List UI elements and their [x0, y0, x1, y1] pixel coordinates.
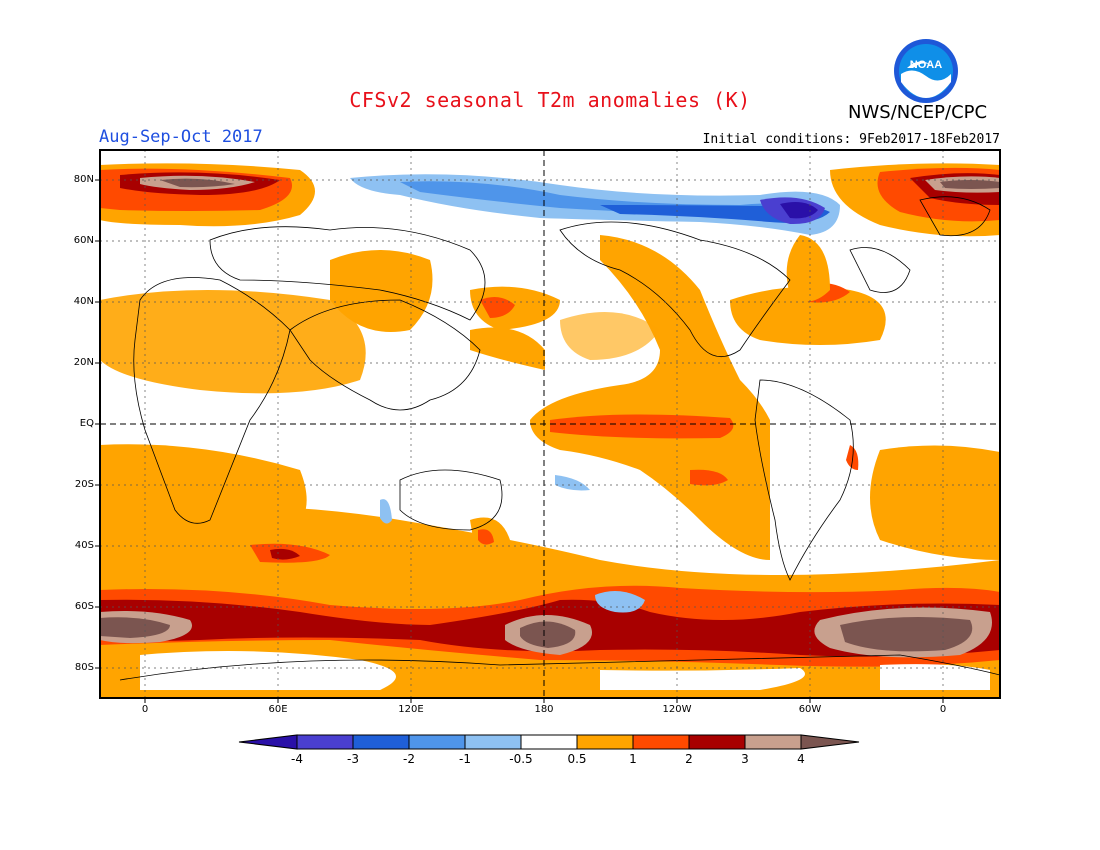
colorbar-label-3: 3	[741, 752, 749, 766]
colorbar-swatch	[800, 734, 860, 750]
lon-label-180: 180	[534, 704, 554, 715]
colorbar-swatch	[296, 734, 354, 750]
lat-label-eq: EQ	[79, 418, 94, 429]
land-warm-patches	[330, 250, 859, 554]
lon-label-0: 0	[141, 704, 149, 715]
equator-dateline	[100, 150, 1000, 698]
lat-label-40s: 40S	[74, 540, 94, 551]
pacific-warm-tongue	[470, 235, 770, 560]
svg-text:NOAA: NOAA	[910, 59, 942, 71]
lat-label-20n: 20N	[73, 357, 94, 368]
lon-label-0-east: 0	[939, 704, 947, 715]
colorbar-swatch	[632, 734, 690, 750]
colorbar-swatch	[520, 734, 578, 750]
colorbar-label-m3: -3	[347, 752, 359, 766]
colorbar-label-05: 0.5	[567, 752, 587, 766]
colorbar-swatch	[464, 734, 522, 750]
arctic-warm-area	[100, 163, 1000, 302]
colorbar-swatch	[688, 734, 746, 750]
noaa-logo: NOAA	[894, 39, 958, 103]
colorbar-label-2: 2	[685, 752, 693, 766]
season-label: Aug-Sep-Oct 2017	[99, 127, 263, 147]
map-title: CFSv2 seasonal T2m anomalies (K)	[349, 88, 751, 112]
lat-label-60s: 60S	[74, 601, 94, 612]
lat-label-80n: 80N	[73, 174, 94, 185]
colorbar-swatch	[352, 734, 410, 750]
lon-label-120w: 120W	[662, 704, 692, 715]
agency-label: NWS/NCEP/CPC	[848, 102, 988, 123]
colorbar-swatch	[238, 734, 298, 750]
arctic-cold-band	[350, 174, 840, 235]
colorbar-swatch	[744, 734, 802, 750]
lat-label-60n: 60N	[73, 235, 94, 246]
initial-conditions-label: Initial conditions: 9Feb2017-18Feb2017	[702, 132, 1000, 147]
gridlines	[100, 150, 1000, 698]
colorbar-label-m4: -4	[291, 752, 303, 766]
colorbar-swatch	[408, 734, 466, 750]
lat-label-80s: 80S	[74, 662, 94, 673]
colorbar-label-1: 1	[629, 752, 637, 766]
colorbar-label-m2: -2	[403, 752, 415, 766]
lat-label-20s: 20S	[74, 479, 94, 490]
lon-label-120e: 120E	[398, 704, 424, 715]
colorbar-label-m05: -0.5	[509, 752, 533, 766]
southern-ocean-warm-band	[100, 506, 1000, 698]
coastlines	[119, 196, 1000, 681]
colorbar-swatch	[576, 734, 634, 750]
colorbar-label-m1: -1	[459, 752, 471, 766]
lon-label-60e: 60E	[268, 704, 288, 715]
atlantic-warm-area	[100, 282, 1000, 563]
lat-label-40n: 40N	[73, 296, 94, 307]
colorbar-label-4: 4	[797, 752, 805, 766]
axis-ticks	[95, 179, 944, 703]
lon-label-60w: 60W	[798, 704, 822, 715]
